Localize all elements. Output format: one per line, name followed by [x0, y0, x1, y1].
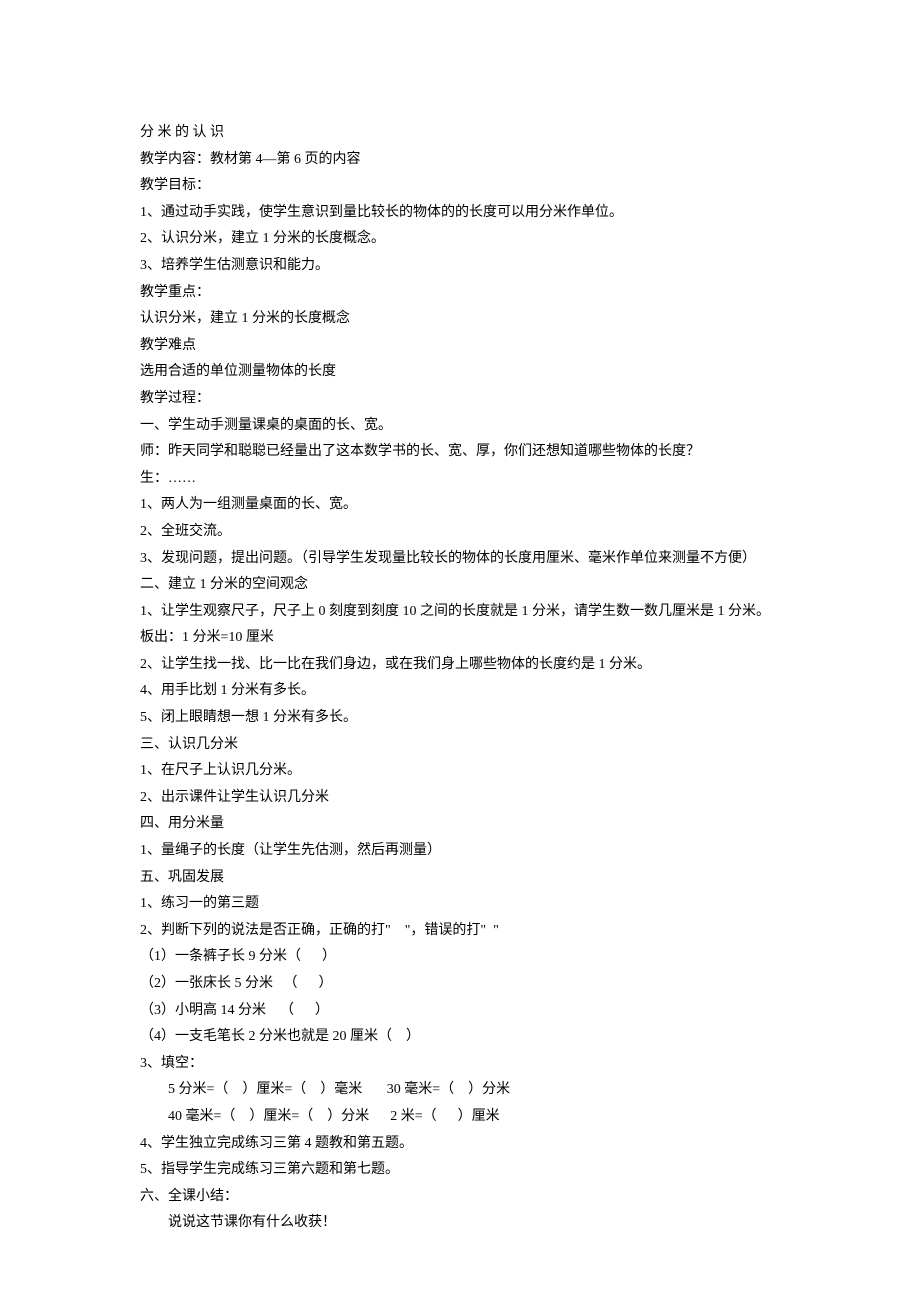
text-line: 师：昨天同学和聪聪已经量出了这本数学书的长、宽、厚，你们还想知道哪些物体的长度？ — [140, 439, 780, 466]
text-line: 教学重点： — [140, 280, 780, 307]
text-line: 5、指导学生完成练习三第六题和第七题。 — [140, 1157, 780, 1184]
text-line: （4）一支毛笔长 2 分米也就是 20 厘米（ ） — [140, 1024, 780, 1051]
text-line: 板出：1 分米=10 厘米 — [140, 625, 780, 652]
text-line: 五、巩固发展 — [140, 865, 780, 892]
text-line: 4、用手比划 1 分米有多长。 — [140, 678, 780, 705]
text-line: 1、在尺子上认识几分米。 — [140, 758, 780, 785]
text-line: 1、通过动手实践，使学生意识到量比较长的物体的的长度可以用分米作单位。 — [140, 200, 780, 227]
text-line: 四、用分米量 — [140, 811, 780, 838]
text-line: 教学内容：教材第 4—第 6 页的内容 — [140, 147, 780, 174]
text-line: 生：…… — [140, 466, 780, 493]
text-line: （1）一条裤子长 9 分米（ ） — [140, 944, 780, 971]
text-line: 2、出示课件让学生认识几分米 — [140, 785, 780, 812]
document-body: 分 米 的 认 识 教学内容：教材第 4—第 6 页的内容 教学目标： 1、通过… — [140, 120, 780, 1237]
text-line: 2、让学生找一找、比一比在我们身边，或在我们身上哪些物体的长度约是 1 分米。 — [140, 652, 780, 679]
text-line: 教学过程： — [140, 386, 780, 413]
text-line: 三、认识几分米 — [140, 732, 780, 759]
text-line: 5、闭上眼睛想一想 1 分米有多长。 — [140, 705, 780, 732]
text-line: 1、两人为一组测量桌面的长、宽。 — [140, 492, 780, 519]
text-line: 二、建立 1 分米的空间观念 — [140, 572, 780, 599]
text-line: 2、全班交流。 — [140, 519, 780, 546]
text-line: 3、培养学生估测意识和能力。 — [140, 253, 780, 280]
text-line: 3、填空： — [140, 1051, 780, 1078]
text-line: 4、学生独立完成练习三第 4 题教和第五题。 — [140, 1131, 780, 1158]
text-line: 1、量绳子的长度（让学生先估测，然后再测量） — [140, 838, 780, 865]
text-line: 六、全课小结： — [140, 1184, 780, 1211]
text-line: 教学难点 — [140, 333, 780, 360]
text-line: 教学目标： — [140, 173, 780, 200]
text-line: 1、练习一的第三题 — [140, 891, 780, 918]
text-line: 认识分米，建立 1 分米的长度概念 — [140, 306, 780, 333]
text-line: 2、认识分米，建立 1 分米的长度概念。 — [140, 226, 780, 253]
text-line: 分 米 的 认 识 — [140, 120, 780, 147]
text-line: 5 分米=（ ）厘米=（ ）毫米 30 毫米=（ ）分米 — [140, 1077, 780, 1104]
text-line: 一、学生动手测量课桌的桌面的长、宽。 — [140, 413, 780, 440]
text-line: 1、让学生观察尺子，尺子上 0 刻度到刻度 10 之间的长度就是 1 分米，请学… — [140, 599, 780, 626]
text-line: 选用合适的单位测量物体的长度 — [140, 359, 780, 386]
text-line: （2）一张床长 5 分米 （ ） — [140, 971, 780, 998]
text-line: 40 毫米=（ ）厘米=（ ）分米 2 米=（ ）厘米 — [140, 1104, 780, 1131]
text-line: 3、发现问题，提出问题。（引导学生发现量比较长的物体的长度用厘米、毫米作单位来测… — [140, 546, 780, 573]
text-line: （3）小明高 14 分米 （ ） — [140, 998, 780, 1025]
text-line: 说说这节课你有什么收获！ — [140, 1210, 780, 1237]
text-line: 2、判断下列的说法是否正确，正确的打" "，错误的打" " — [140, 918, 780, 945]
